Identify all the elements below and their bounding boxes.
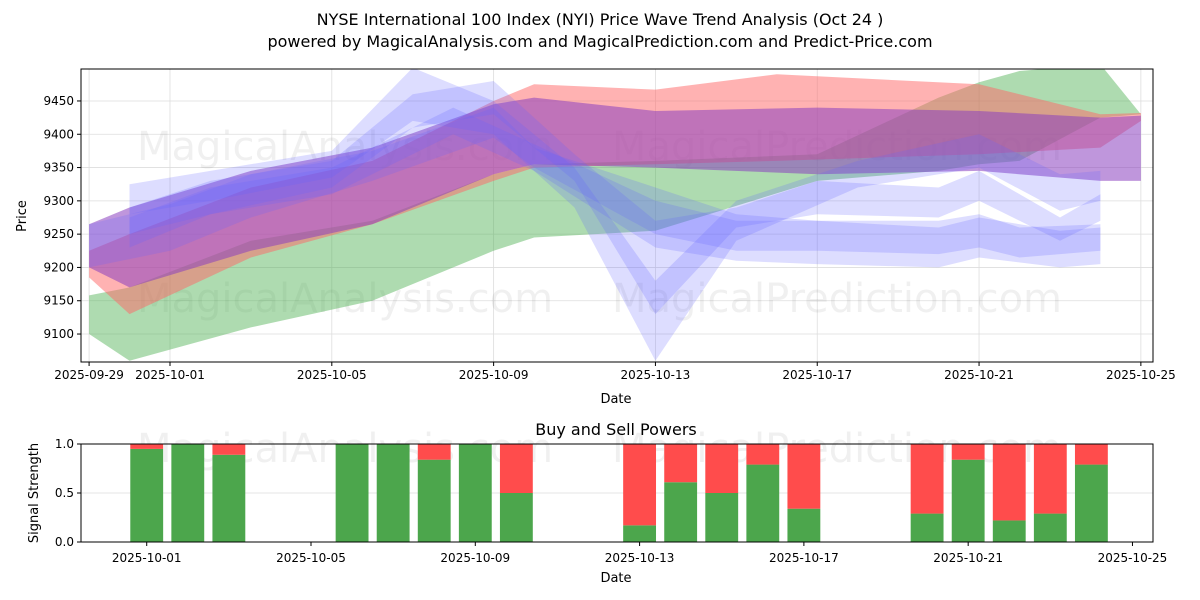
sell-bar [910, 444, 944, 514]
signal-x-tick-label: 2025-10-01 [112, 551, 182, 565]
signal-chart-title: Buy and Sell Powers [535, 420, 697, 439]
signal-x-tick-label: 2025-10-09 [440, 551, 510, 565]
signal-y-ticks: 0.0 0.5 1.0 [55, 437, 81, 549]
sell-bar [130, 444, 164, 449]
buy-bar [992, 520, 1026, 542]
watermark-magicalprediction-bottom: MagicalPrediction.com [612, 276, 1062, 322]
main-y-tick-label: 9100 [43, 327, 74, 341]
buy-bar [212, 454, 246, 542]
sell-bar [1074, 444, 1108, 465]
buy-bar [623, 525, 657, 542]
sell-bar [1033, 444, 1067, 514]
chart-subtitle: powered by MagicalAnalysis.com and Magic… [267, 32, 933, 51]
buy-bar [171, 444, 205, 542]
blue-band-1 [89, 107, 1101, 268]
main-y-ticks: 9100 9150 9200 9250 9300 9350 9400 9450 [43, 94, 81, 341]
signal-bars [130, 444, 1108, 542]
buy-bar [417, 459, 451, 542]
buy-bar [787, 508, 821, 542]
main-x-tick-label: 2025-09-29 [54, 368, 124, 382]
sell-bar [787, 444, 821, 509]
blue-band-3 [129, 81, 1101, 315]
buy-bar [376, 444, 410, 542]
watermark-magicalanalysis-bottom: MagicalAnalysis.com [137, 276, 553, 322]
sell-bar [417, 444, 451, 460]
buy-bar [335, 444, 369, 542]
sell-bar [992, 444, 1026, 521]
signal-y-axis-label: Signal Strength [27, 443, 42, 543]
buy-bar [664, 482, 698, 542]
signal-x-tick-label: 2025-10-13 [605, 551, 675, 565]
buy-bar [951, 459, 985, 542]
main-y-tick-label: 9150 [43, 294, 74, 308]
signal-y-tick-label: 1.0 [55, 437, 74, 451]
signal-x-tick-label: 2025-10-21 [933, 551, 1003, 565]
main-y-tick-label: 9200 [43, 260, 74, 274]
main-y-tick-label: 9450 [43, 94, 74, 108]
price-bands [89, 69, 1141, 361]
sell-bar [623, 444, 657, 526]
buy-bar [746, 464, 780, 542]
main-y-tick-label: 9250 [43, 227, 74, 241]
signal-x-tick-label: 2025-10-05 [276, 551, 346, 565]
sell-bar [499, 444, 533, 493]
blue-band-2 [129, 69, 1101, 361]
main-x-ticks: 2025-09-29 2025-10-01 2025-10-05 2025-10-09… [54, 362, 1176, 382]
main-x-tick-label: 2025-10-09 [459, 368, 529, 382]
main-plot-frame [80, 68, 1154, 363]
chart-title: NYSE International 100 Index (NYI) Price… [316, 10, 884, 29]
sell-bar [705, 444, 739, 493]
main-x-axis-label: Date [600, 392, 631, 407]
signal-x-tick-label: 2025-10-17 [769, 551, 839, 565]
main-y-tick-label: 9300 [43, 194, 74, 208]
main-x-tick-label: 2025-10-25 [1106, 368, 1176, 382]
signal-x-axis-label: Date [600, 571, 631, 586]
main-y-tick-label: 9400 [43, 127, 74, 141]
main-x-tick-label: 2025-10-17 [782, 368, 852, 382]
buy-bar [910, 513, 944, 542]
signal-x-tick-label: 2025-10-25 [1098, 551, 1168, 565]
main-x-tick-label: 2025-10-01 [135, 368, 205, 382]
blue-band-4 [129, 107, 1101, 268]
main-y-axis-label: Price [15, 200, 30, 232]
buy-bar [130, 448, 164, 542]
main-y-tick-label: 9350 [43, 161, 74, 175]
sell-bar [664, 444, 698, 483]
buy-bar [499, 493, 533, 542]
main-x-tick-label: 2025-10-13 [621, 368, 691, 382]
sell-bar [951, 444, 985, 460]
signal-x-ticks: 2025-10-01 2025-10-05 2025-10-09 2025-10-13… [112, 542, 1167, 565]
sell-bar [746, 444, 780, 465]
buy-bar [705, 493, 739, 542]
signal-y-tick-label: 0.0 [55, 535, 74, 549]
signal-y-tick-label: 0.5 [55, 486, 74, 500]
buy-bar [1074, 464, 1108, 542]
main-x-tick-label: 2025-10-21 [944, 368, 1014, 382]
purple-band [89, 97, 1141, 288]
sell-bar [212, 444, 246, 455]
buy-bar [458, 444, 492, 542]
buy-bar [1033, 513, 1067, 542]
main-x-tick-label: 2025-10-05 [297, 368, 367, 382]
